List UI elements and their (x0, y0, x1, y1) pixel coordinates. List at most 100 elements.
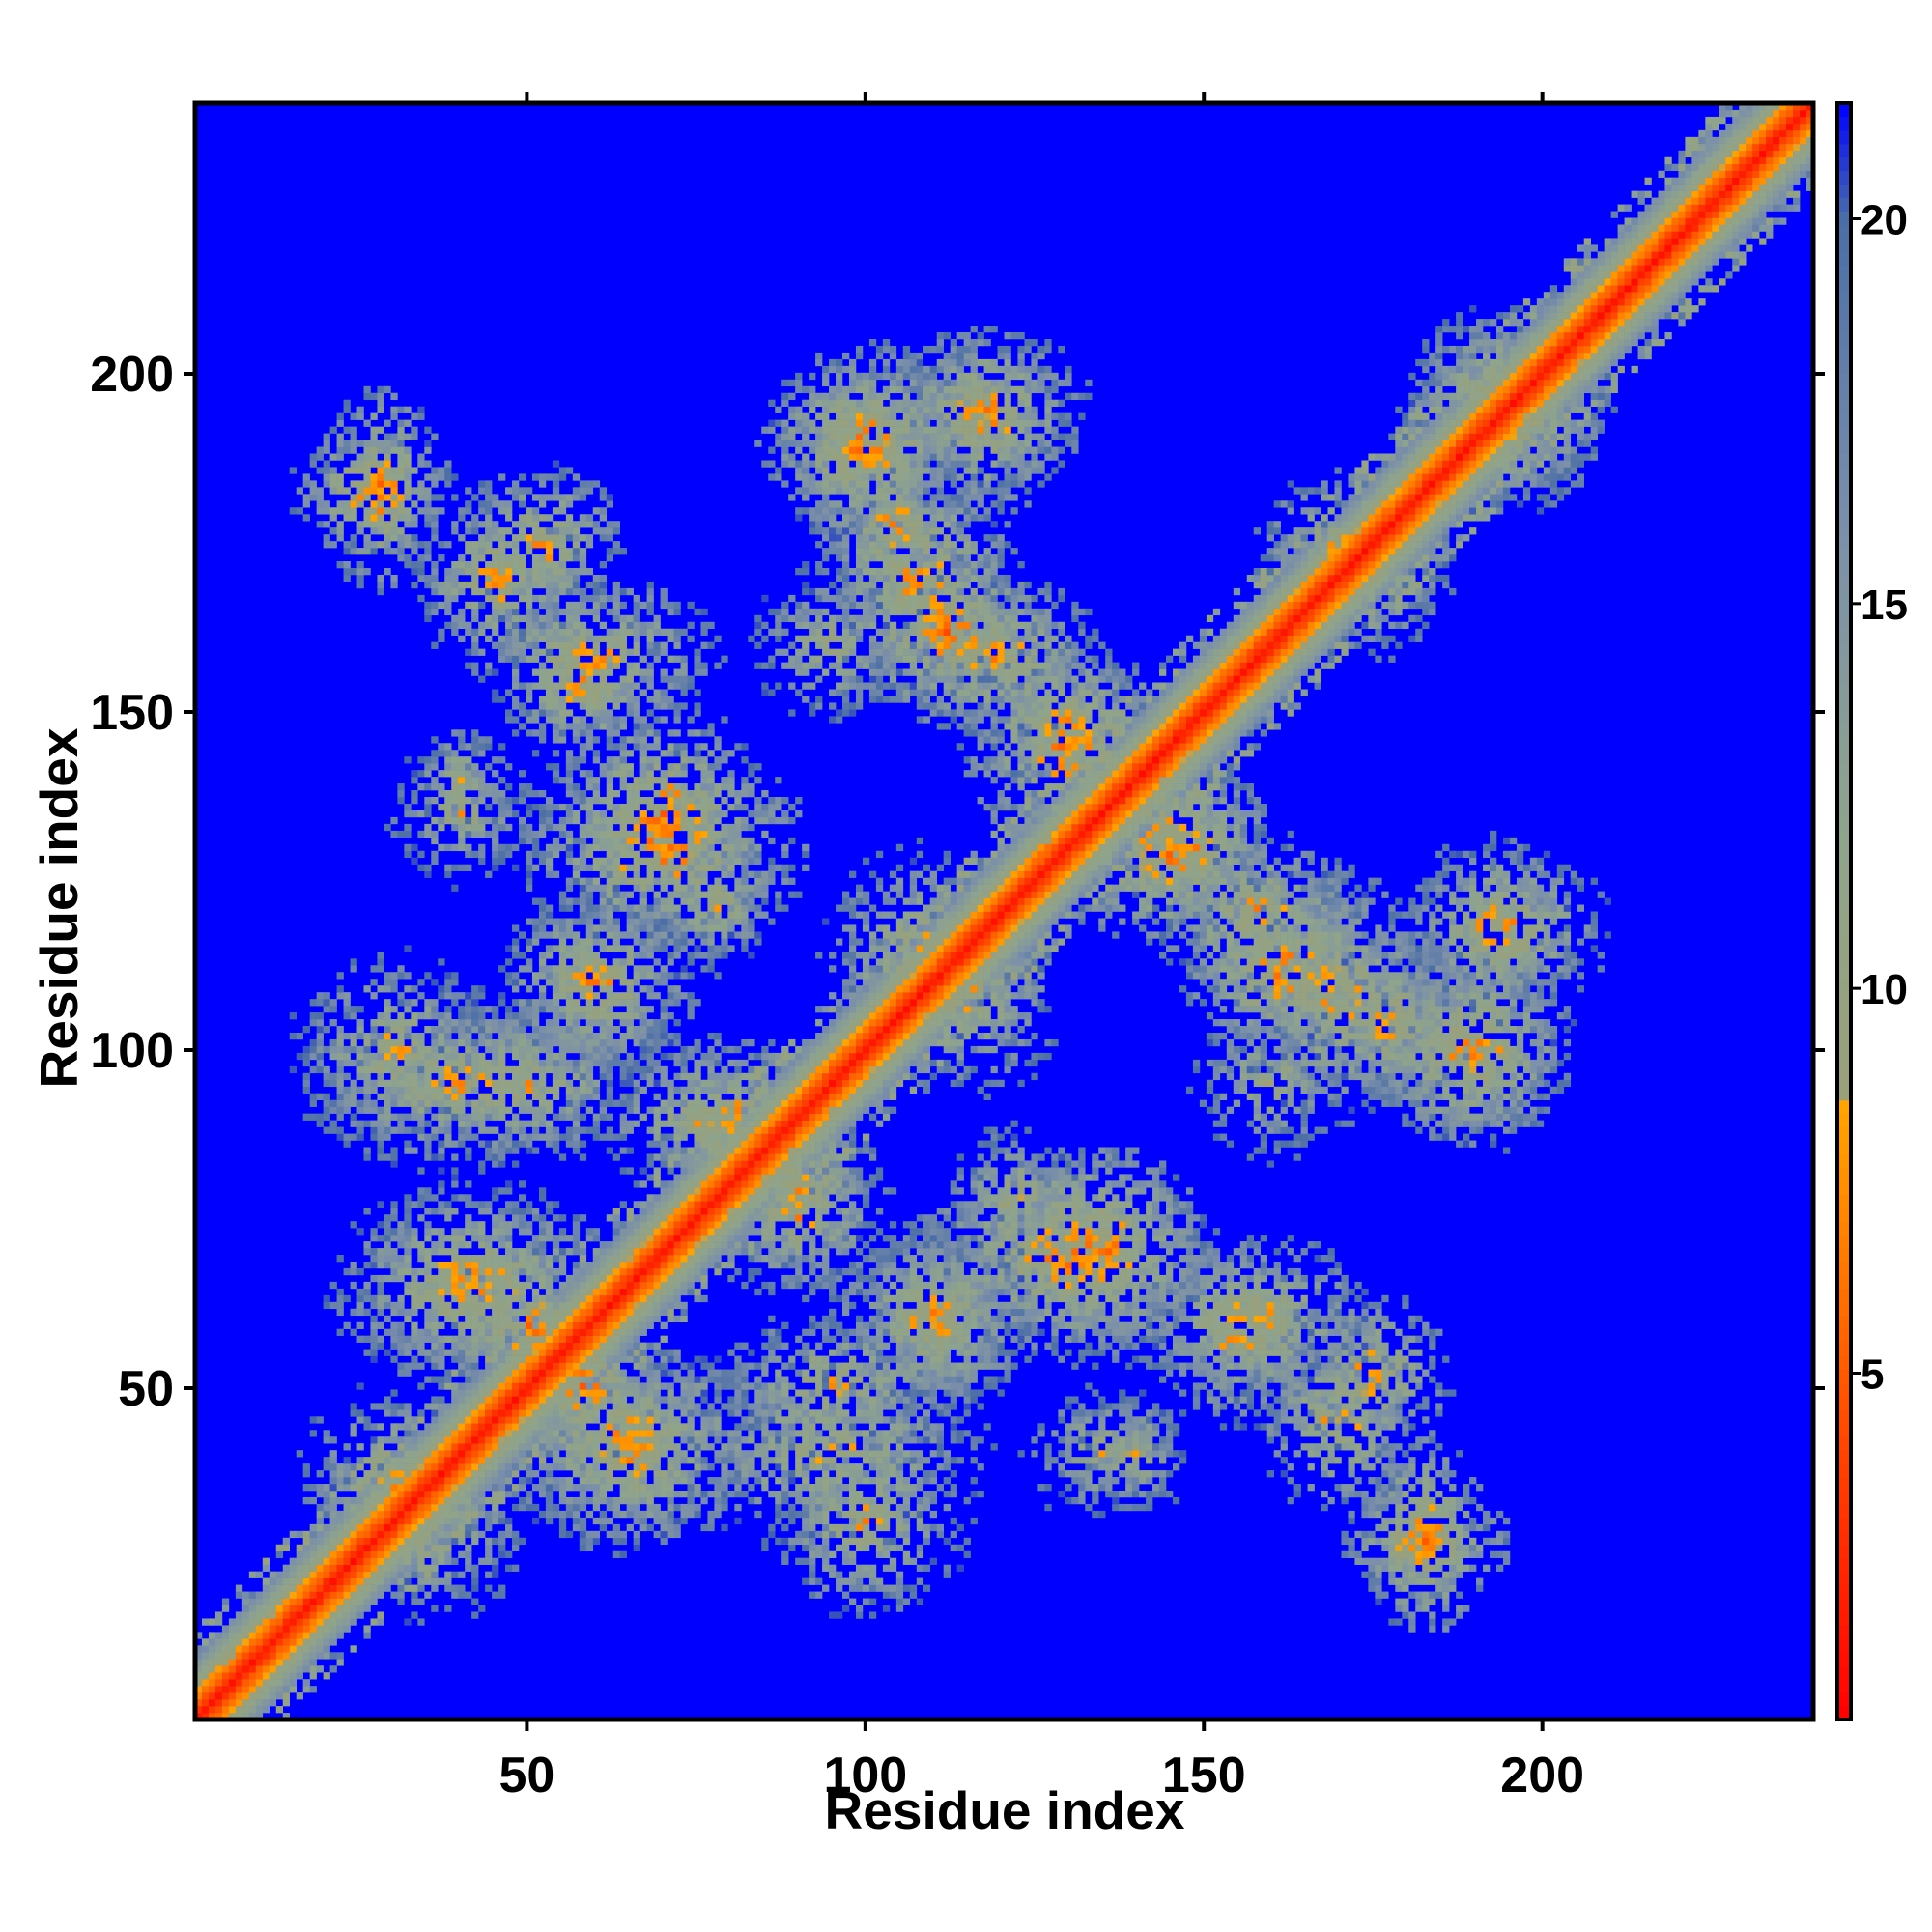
heatmap-cell (424, 1006, 432, 1013)
heatmap-cell (525, 965, 533, 973)
heatmap-cell (397, 554, 405, 562)
heatmap-cell (505, 1221, 513, 1229)
heatmap-cell (309, 1564, 317, 1572)
heatmap-cell (404, 1571, 412, 1578)
heatmap-cell (356, 1019, 364, 1027)
heatmap-cell (465, 1335, 472, 1343)
heatmap-cell (404, 1288, 412, 1296)
heatmap-cell (214, 1686, 223, 1693)
heatmap-cell (444, 1537, 452, 1546)
heatmap-cell (599, 830, 608, 838)
heatmap-cell (531, 1235, 540, 1242)
heatmap-cell (411, 1086, 418, 1094)
heatmap-cell (316, 1645, 324, 1653)
heatmap-cell (538, 1228, 547, 1236)
heatmap-cell (492, 843, 499, 852)
heatmap-cell (208, 1679, 216, 1687)
heatmap-cell (390, 1423, 398, 1431)
heatmap-cell (633, 1308, 640, 1317)
heatmap-cell (585, 1261, 594, 1269)
heatmap-cell (384, 1577, 391, 1585)
heatmap-cell (545, 614, 554, 623)
heatmap-cell (404, 1457, 412, 1464)
heatmap-cell (363, 446, 371, 454)
heatmap-cell (579, 1530, 587, 1539)
heatmap-cell (505, 1564, 513, 1572)
heatmap-cell (538, 918, 547, 925)
heatmap-cell (538, 1349, 547, 1356)
heatmap-cell (498, 1052, 506, 1061)
heatmap-cell (558, 1294, 567, 1303)
heatmap-cell (458, 843, 466, 852)
heatmap-cell (309, 1584, 317, 1592)
heatmap-cell (377, 1079, 384, 1088)
heatmap-cell (323, 1026, 330, 1034)
heatmap-cell (323, 1496, 330, 1505)
heatmap-cell (572, 972, 581, 980)
heatmap-cell (471, 1430, 479, 1437)
heatmap-cell (404, 1079, 412, 1088)
heatmap-cell (404, 985, 412, 993)
heatmap-cell (397, 797, 405, 805)
heatmap-cell (531, 514, 540, 522)
heatmap-cell (478, 1032, 486, 1040)
heatmap-cell (417, 1496, 425, 1505)
heatmap-cell (431, 467, 439, 474)
heatmap-cell (565, 756, 574, 764)
heatmap-cell (505, 979, 513, 986)
heatmap-cell (438, 1490, 445, 1498)
heatmap-cell (626, 1335, 634, 1343)
heatmap-cell (492, 1140, 499, 1148)
heatmap-cell (377, 1248, 384, 1256)
heatmap-cell (512, 1140, 520, 1148)
heatmap-cell (275, 1706, 284, 1714)
heatmap-cell (565, 1362, 574, 1370)
heatmap-cell (390, 1006, 398, 1013)
heatmap-cell (565, 1274, 574, 1283)
heatmap-cell (545, 918, 554, 925)
heatmap-cell (531, 1255, 540, 1263)
heatmap-cell (519, 494, 526, 501)
heatmap-cell (505, 601, 513, 610)
heatmap-cell (370, 1470, 378, 1478)
heatmap-cell (525, 709, 533, 717)
heatmap-cell (384, 1537, 391, 1546)
heatmap-cell (633, 1382, 640, 1390)
heatmap-cell (431, 1194, 439, 1202)
heatmap-cell (329, 1571, 337, 1578)
heatmap-cell (545, 1416, 554, 1424)
heatmap-cell (633, 614, 640, 623)
heatmap-cell (451, 1294, 459, 1303)
heatmap-cell (343, 1032, 351, 1040)
heatmap-cell (465, 1294, 472, 1303)
heatmap-cell (525, 1086, 533, 1094)
heatmap-cell (592, 1288, 601, 1296)
heatmap-cell (221, 1632, 230, 1639)
heatmap-cell (599, 985, 608, 993)
heatmap-cell (572, 1294, 581, 1303)
heatmap-cell (585, 884, 594, 892)
heatmap-cell (262, 1632, 270, 1639)
heatmap-cell (626, 1436, 634, 1444)
heatmap-cell (438, 1308, 445, 1317)
heatmap-cell (531, 1389, 540, 1397)
heatmap-cell (585, 1059, 594, 1067)
heatmap-cell (599, 857, 608, 865)
heatmap-cell (255, 1618, 264, 1626)
heatmap-cell (444, 1517, 452, 1525)
heatmap-cell (626, 1274, 634, 1283)
heatmap-cell (552, 1113, 560, 1121)
heatmap-cell (558, 1443, 567, 1451)
heatmap-cell (471, 1079, 479, 1088)
heatmap-cell (255, 1692, 264, 1700)
heatmap-cell (411, 1362, 418, 1370)
heatmap-cell (350, 1403, 357, 1410)
heatmap-cell (572, 587, 581, 596)
heatmap-cell (585, 1328, 594, 1336)
heatmap-cell (485, 500, 493, 508)
heatmap-cell (531, 837, 540, 845)
heatmap-cell (572, 1450, 581, 1458)
heatmap-cell (323, 1571, 330, 1578)
heatmap-cell (444, 1093, 452, 1100)
heatmap-cell (458, 1550, 466, 1558)
